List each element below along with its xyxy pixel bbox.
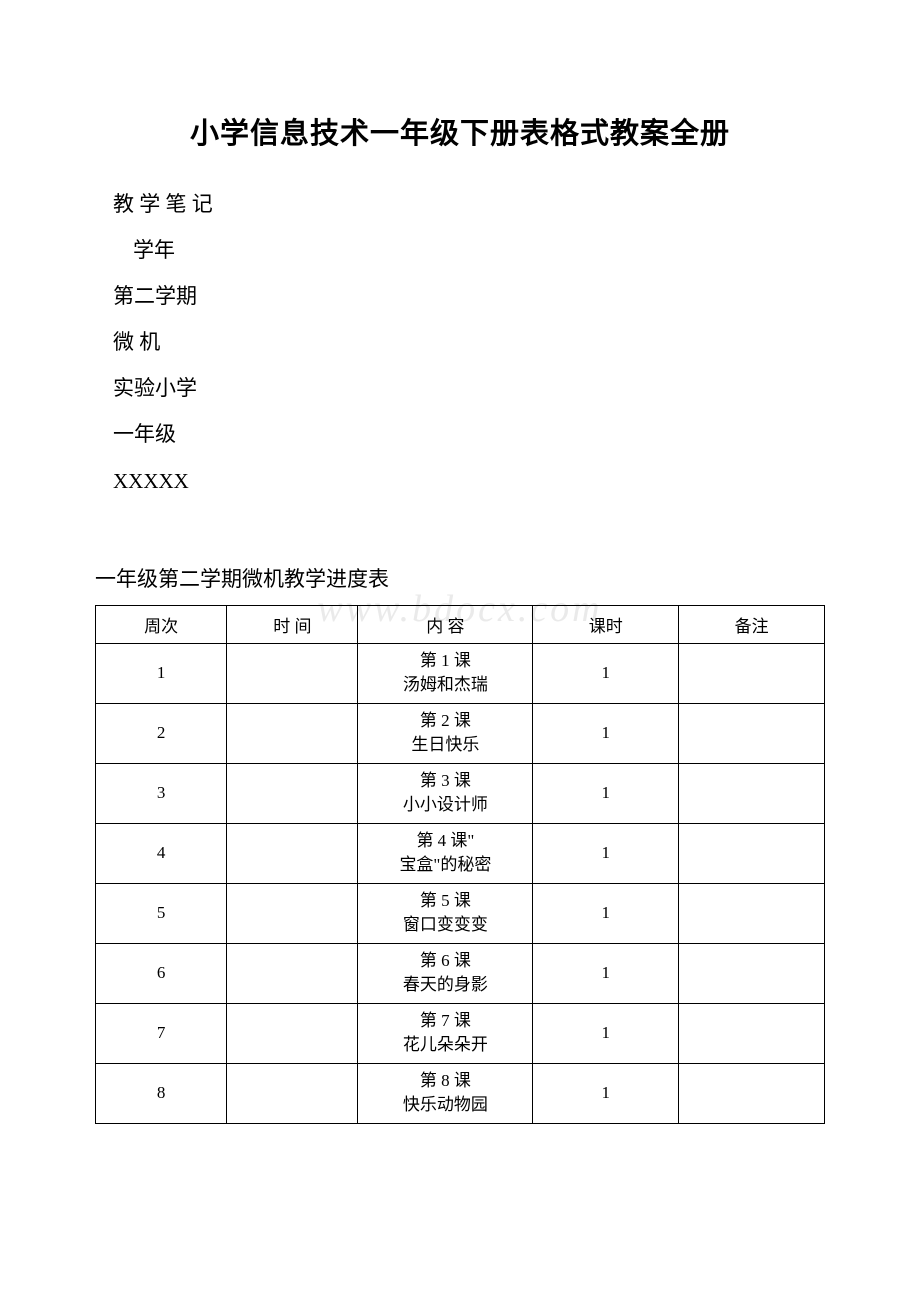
cell-note xyxy=(679,643,825,703)
cell-week: 5 xyxy=(96,883,227,943)
content-line2: 快乐动物园 xyxy=(403,1095,488,1114)
content-line2: 花儿朵朵开 xyxy=(403,1035,488,1054)
cell-time xyxy=(227,1003,358,1063)
cell-time xyxy=(227,823,358,883)
cell-hours: 1 xyxy=(533,703,679,763)
cell-hours: 1 xyxy=(533,1003,679,1063)
header-line-7: XXXXX xyxy=(113,459,825,503)
table-row: 2 第 2 课 生日快乐 1 xyxy=(96,703,825,763)
cell-time xyxy=(227,703,358,763)
content-line2: 汤姆和杰瑞 xyxy=(403,675,488,694)
content-line1: 第 8 课 xyxy=(420,1071,471,1090)
section-title: 一年级第二学期微机教学进度表 xyxy=(95,563,825,593)
cell-hours: 1 xyxy=(533,1063,679,1123)
header-line-3: 第二学期 xyxy=(113,274,825,318)
col-header-content: 内 容 xyxy=(358,605,533,643)
cell-hours: 1 xyxy=(533,943,679,1003)
schedule-table-wrapper: www.bdocx.com 周次 时 间 内 容 课时 备注 1 第 1 课 汤… xyxy=(95,605,825,1124)
page-title: 小学信息技术一年级下册表格式教案全册 xyxy=(95,110,825,152)
cell-time xyxy=(227,1063,358,1123)
cell-week: 6 xyxy=(96,943,227,1003)
cell-week: 3 xyxy=(96,763,227,823)
cell-week: 8 xyxy=(96,1063,227,1123)
content-line1: 第 7 课 xyxy=(420,1011,471,1030)
cell-content: 第 5 课 窗口变变变 xyxy=(358,883,533,943)
header-info-block: 教 学 笔 记 学年 第二学期 微 机 实验小学 一年级 XXXXX xyxy=(95,182,825,503)
cell-hours: 1 xyxy=(533,823,679,883)
content-line2: 宝盒"的秘密 xyxy=(399,855,491,874)
cell-note xyxy=(679,763,825,823)
header-line-1: 教 学 笔 记 xyxy=(113,182,825,226)
cell-content: 第 2 课 生日快乐 xyxy=(358,703,533,763)
content-line1: 第 4 课" xyxy=(416,831,474,850)
cell-hours: 1 xyxy=(533,763,679,823)
content-line1: 第 6 课 xyxy=(420,951,471,970)
cell-content: 第 4 课" 宝盒"的秘密 xyxy=(358,823,533,883)
cell-note xyxy=(679,1003,825,1063)
table-row: 3 第 3 课 小小设计师 1 xyxy=(96,763,825,823)
cell-time xyxy=(227,943,358,1003)
content-line2: 窗口变变变 xyxy=(403,915,488,934)
cell-note xyxy=(679,1063,825,1123)
col-header-time: 时 间 xyxy=(227,605,358,643)
cell-note xyxy=(679,823,825,883)
content-line2: 生日快乐 xyxy=(411,735,479,754)
table-body: 1 第 1 课 汤姆和杰瑞 1 2 第 2 课 生日快乐 1 xyxy=(96,643,825,1123)
cell-note xyxy=(679,703,825,763)
content-line1: 第 1 课 xyxy=(420,651,471,670)
cell-week: 2 xyxy=(96,703,227,763)
col-header-week: 周次 xyxy=(96,605,227,643)
col-header-hours: 课时 xyxy=(533,605,679,643)
cell-time xyxy=(227,883,358,943)
cell-content: 第 3 课 小小设计师 xyxy=(358,763,533,823)
cell-hours: 1 xyxy=(533,643,679,703)
header-line-2: 学年 xyxy=(113,228,825,272)
cell-time xyxy=(227,643,358,703)
content-line1: 第 3 课 xyxy=(420,771,471,790)
table-header-row: 周次 时 间 内 容 课时 备注 xyxy=(96,605,825,643)
cell-content: 第 6 课 春天的身影 xyxy=(358,943,533,1003)
col-header-note: 备注 xyxy=(679,605,825,643)
header-line-6: 一年级 xyxy=(113,412,825,456)
table-row: 7 第 7 课 花儿朵朵开 1 xyxy=(96,1003,825,1063)
cell-content: 第 7 课 花儿朵朵开 xyxy=(358,1003,533,1063)
table-row: 8 第 8 课 快乐动物园 1 xyxy=(96,1063,825,1123)
cell-note xyxy=(679,883,825,943)
table-row: 1 第 1 课 汤姆和杰瑞 1 xyxy=(96,643,825,703)
table-row: 4 第 4 课" 宝盒"的秘密 1 xyxy=(96,823,825,883)
header-line-4: 微 机 xyxy=(113,320,825,364)
content-line1: 第 2 课 xyxy=(420,711,471,730)
table-row: 5 第 5 课 窗口变变变 1 xyxy=(96,883,825,943)
cell-note xyxy=(679,943,825,1003)
cell-week: 1 xyxy=(96,643,227,703)
content-line2: 小小设计师 xyxy=(403,795,488,814)
cell-content: 第 8 课 快乐动物园 xyxy=(358,1063,533,1123)
header-line-5: 实验小学 xyxy=(113,366,825,410)
cell-week: 4 xyxy=(96,823,227,883)
cell-time xyxy=(227,763,358,823)
cell-content: 第 1 课 汤姆和杰瑞 xyxy=(358,643,533,703)
cell-week: 7 xyxy=(96,1003,227,1063)
content-line1: 第 5 课 xyxy=(420,891,471,910)
table-row: 6 第 6 课 春天的身影 1 xyxy=(96,943,825,1003)
schedule-table: 周次 时 间 内 容 课时 备注 1 第 1 课 汤姆和杰瑞 1 2 xyxy=(95,605,825,1124)
cell-hours: 1 xyxy=(533,883,679,943)
content-line2: 春天的身影 xyxy=(403,975,488,994)
